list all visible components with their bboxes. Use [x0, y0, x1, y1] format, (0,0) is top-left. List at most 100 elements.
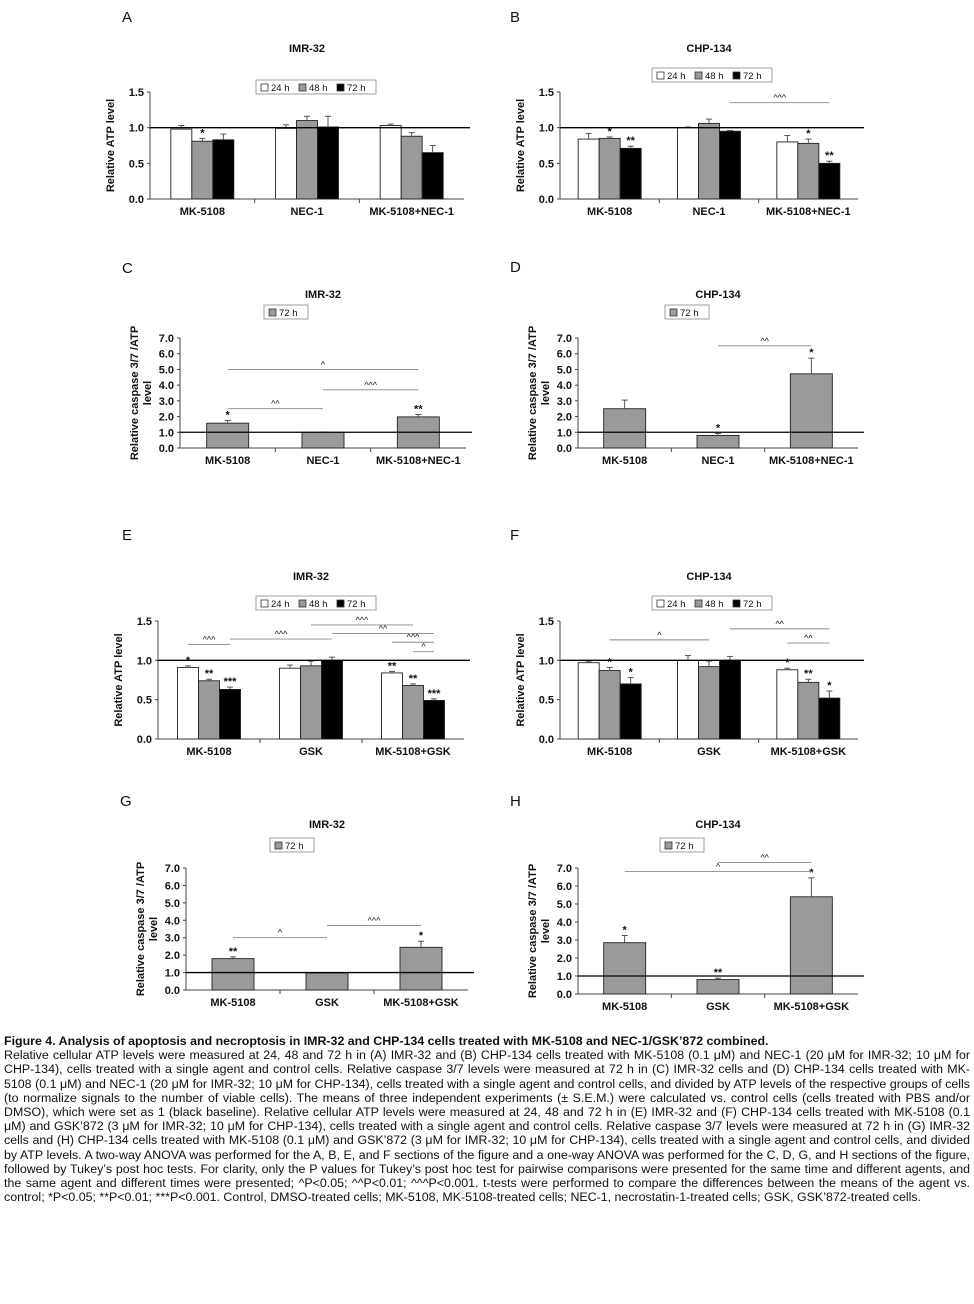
- bracket-label: ^: [321, 359, 326, 369]
- significance-mark: *: [785, 657, 790, 669]
- bracket-label: ^^: [775, 619, 784, 629]
- y-tick-label: 1.0: [557, 427, 572, 439]
- bar: [206, 422, 250, 449]
- y-axis-label: Relative ATP level: [113, 633, 125, 726]
- chart-title: CHP-134: [686, 571, 732, 583]
- panel-g: G IMR-32 72 h 0.0 1.0 2.0 3.0 4.0 5.0 6.0 7.0 Relat…: [120, 793, 474, 1009]
- bar: [598, 137, 621, 200]
- significance-mark: *: [419, 930, 424, 942]
- legend-label: 72 h: [743, 599, 762, 610]
- bar: [296, 120, 318, 200]
- x-tick-label: MK-5108+NEC-1: [769, 455, 854, 467]
- panel-e: E IMR-32 24 h 48 h 72 h 0.0 0.5 1.0 1.5 Relative …: [113, 527, 470, 758]
- y-tick-label: 1.0: [557, 971, 572, 983]
- x-tick-label: NEC-1: [701, 455, 734, 467]
- bracket-label: ^: [657, 630, 662, 640]
- significance-mark: *: [809, 867, 814, 879]
- y-tick-label: 6.0: [557, 881, 572, 893]
- y-tick-label: 7.0: [557, 863, 572, 875]
- y-tick-label: 3.0: [159, 396, 174, 408]
- significance-mark: *: [809, 347, 814, 359]
- bar: [698, 122, 720, 200]
- panel-c: C IMR-32 72 h 0.0 1.0 2.0 3.0 4.0 5.0 6.0 7.0 Relat…: [122, 260, 472, 467]
- figure-4: A IMR-32 24 h 48 h 72 h 0.0 0.5 1.0 1.5 Relative …: [105, 9, 864, 1013]
- bar: [719, 130, 741, 200]
- y-axis-label: level: [148, 917, 160, 941]
- x-tick-label: MK-5108+GSK: [771, 746, 847, 758]
- y-axis-label: Relative caspase 3/7 /ATP: [527, 326, 539, 460]
- panel-letter: E: [122, 527, 132, 544]
- bar: [275, 127, 297, 200]
- bar: [421, 152, 444, 200]
- y-tick-label: 3.0: [165, 933, 180, 945]
- y-tick-label: 1.0: [129, 123, 144, 135]
- chart-title: IMR-32: [293, 571, 329, 583]
- legend-swatch: [298, 83, 307, 92]
- significance-mark: *: [200, 127, 205, 139]
- panel-letter: H: [510, 793, 521, 810]
- significance-mark: **: [409, 673, 418, 685]
- legend: 72 h: [269, 837, 315, 853]
- significance-mark: **: [229, 946, 238, 958]
- legend-swatch: [298, 599, 307, 608]
- y-tick-label: 7.0: [557, 333, 572, 345]
- y-axis-label: Relative ATP level: [515, 633, 527, 726]
- bar: [619, 683, 642, 740]
- caption-title: Figure 4. Analysis of apoptosis and necr…: [4, 1034, 769, 1048]
- y-tick-label: 1.0: [159, 427, 174, 439]
- bar: [279, 667, 301, 740]
- x-tick-label: NEC-1: [306, 455, 339, 467]
- bar: [198, 680, 220, 740]
- legend-label: 48 h: [705, 71, 724, 82]
- legend: 72 h: [664, 304, 710, 320]
- legend-swatch: [664, 841, 673, 850]
- y-tick-label: 2.0: [159, 412, 174, 424]
- legend-swatch: [732, 71, 741, 80]
- legend-box: [255, 79, 377, 95]
- legend-box: [651, 67, 773, 83]
- legend: 24 h 48 h 72 h: [651, 595, 773, 611]
- panel-b: B CHP-134 24 h 48 h 72 h 0.0 0.5 1.0 1.5 Relative…: [510, 9, 864, 218]
- y-tick-label: 1.5: [137, 616, 152, 628]
- legend: 24 h 48 h 72 h: [255, 595, 377, 611]
- y-axis-label: Relative caspase 3/7 /ATP: [135, 862, 147, 996]
- legend-swatch: [336, 83, 345, 92]
- x-tick-label: GSK: [299, 746, 323, 758]
- bar: [797, 681, 820, 740]
- significance-mark: *: [608, 126, 613, 138]
- y-tick-label: 6.0: [159, 349, 174, 361]
- chart-title: IMR-32: [309, 819, 345, 831]
- y-tick-label: 0.0: [539, 194, 554, 206]
- chart-title: IMR-32: [289, 43, 325, 55]
- bracket-label: ^: [716, 862, 721, 872]
- y-axis-label: Relative caspase 3/7 /ATP: [129, 326, 141, 460]
- bar: [381, 672, 403, 740]
- figure-caption: Figure 4. Analysis of apoptosis and necr…: [4, 1034, 970, 1204]
- legend-label: 48 h: [705, 599, 724, 610]
- significance-mark: ***: [428, 688, 442, 700]
- legend-label: 72 h: [279, 308, 298, 319]
- y-axis-label: level: [540, 381, 552, 405]
- y-tick-label: 1.5: [539, 87, 554, 99]
- bar: [698, 666, 720, 740]
- x-tick-label: GSK: [315, 997, 339, 1009]
- bar: [577, 662, 600, 740]
- x-tick-label: MK-5108+GSK: [383, 997, 459, 1009]
- legend-label: 72 h: [347, 83, 366, 94]
- y-tick-label: 1.0: [137, 655, 152, 667]
- y-tick-label: 0.5: [539, 695, 554, 707]
- legend-label: 72 h: [680, 308, 699, 319]
- y-tick-label: 1.0: [165, 968, 180, 980]
- legend-box: [651, 595, 773, 611]
- y-tick-label: 4.0: [557, 917, 572, 929]
- y-tick-label: 6.0: [165, 880, 180, 892]
- bar: [776, 669, 799, 740]
- legend-label: 24 h: [667, 71, 686, 82]
- chart-title: CHP-134: [686, 43, 732, 55]
- legend-box: [255, 595, 377, 611]
- significance-mark: *: [827, 680, 832, 692]
- x-tick-label: NEC-1: [692, 206, 725, 218]
- y-tick-label: 3.0: [557, 396, 572, 408]
- bracket-label: ^^^: [275, 629, 288, 639]
- x-tick-label: GSK: [706, 1001, 730, 1013]
